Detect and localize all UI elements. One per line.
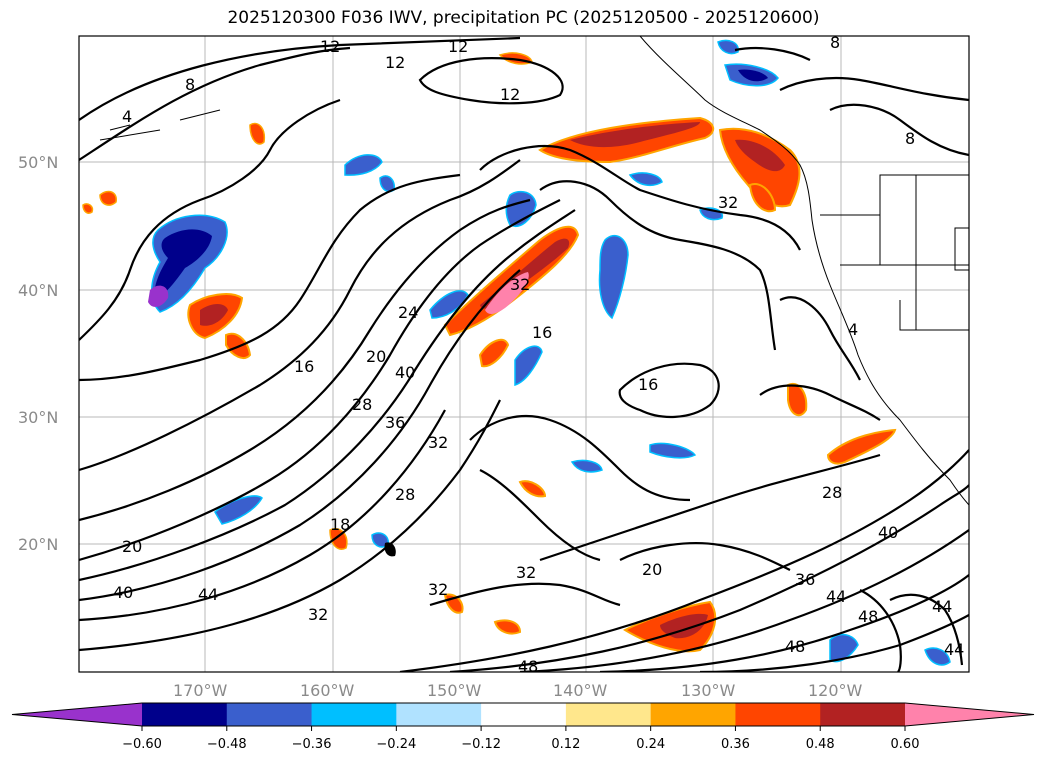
contour-label: 4 [122,107,132,126]
contour-labels: 12 12 12 8 8 4 12 8 32 32 24 20 40 16 16… [113,33,964,676]
latitude-labels: 50°N 40°N 30°N 20°N [18,153,58,554]
colorbar-segment [565,703,652,726]
contour-label: 44 [198,585,218,604]
contour-label: 8 [185,75,195,94]
lat-label-20n: 20°N [18,535,58,554]
lon-label-170w: 170°W [173,681,228,700]
colorbar-segment [396,703,482,726]
colorbar-tick-label: −0.36 [292,737,332,752]
lat-label-50n: 50°N [18,153,58,172]
contour-label: 32 [510,275,530,294]
contour-label: 40 [113,583,133,602]
colorbar-tick-label: −0.60 [122,737,162,752]
contour-label: 28 [395,485,415,504]
chart-title: 2025120300 F036 IWV, precipitation PC (2… [227,8,820,28]
contour-label: 20 [366,347,386,366]
colorbar-segment [735,703,821,726]
lon-label-120w: 120°W [808,681,863,700]
contour-label: 40 [878,523,898,542]
contour-label: 20 [642,560,662,579]
colorbar-tick-label: 0.36 [721,737,750,752]
colorbar-tick-label: 0.48 [806,737,835,752]
contour-label: 32 [308,605,328,624]
lon-label-160w: 160°W [300,681,355,700]
contour-label: 8 [905,129,915,148]
lat-label-40n: 40°N [18,281,58,300]
colorbar: −0.60 −0.48 −0.36 −0.24 −0.12 0.12 0.24 0.36 0.4… [11,702,1035,752]
contour-label: 12 [448,37,468,56]
contour-label: 40 [395,363,415,382]
colorbar-segment [820,703,906,726]
contour-label: 32 [718,193,738,212]
contour-label: 24 [398,303,418,322]
contour-label: 44 [932,597,952,616]
contour-label: 32 [516,563,536,582]
colorbar-tick-label: 0.60 [891,737,920,752]
contour-label: 16 [532,323,552,342]
colorbar-segment [311,703,397,726]
lon-label-130w: 130°W [681,681,736,700]
contour-label: 12 [500,85,520,104]
contour-label: 18 [330,515,350,534]
contour-label: 12 [385,53,405,72]
contour-label: 32 [428,433,448,452]
colorbar-segment [226,703,313,726]
colorbar-segment [481,703,567,726]
contour-label: 48 [858,607,878,626]
contour-label: 4 [848,320,858,339]
longitude-labels: 170°W 160°W 150°W 140°W 130°W 120°W [173,681,863,700]
contour-label: 16 [294,357,314,376]
contour-label: 12 [320,37,340,56]
contour-label: 44 [944,640,964,659]
contour-label: 36 [385,413,405,432]
contour-label: 44 [826,587,846,606]
colorbar-segment [650,703,736,726]
colorbar-tick-label: −0.48 [207,737,247,752]
contour-label: 8 [830,33,840,52]
map-frame [78,35,970,673]
colorbar-extend-low [12,703,142,726]
colorbar-tick-label: −0.24 [376,737,416,752]
lat-label-30n: 30°N [18,408,58,427]
grid-lines [79,36,969,672]
colorbar-extend-high [905,703,1034,726]
iwv-contours [79,36,969,672]
map-area: 12 12 12 8 8 4 12 8 32 32 24 20 40 16 16… [79,33,969,676]
lon-label-140w: 140°W [553,681,608,700]
colorbar-segment [142,703,228,726]
contour-label: 48 [785,637,805,656]
contour-label: 20 [122,537,142,556]
contour-label: 36 [795,570,815,589]
coastlines [99,36,969,506]
colorbar-tick-label: −0.12 [461,737,501,752]
contour-label: 48 [518,657,538,676]
lon-label-150w: 150°W [427,681,482,700]
contour-label: 28 [822,483,842,502]
contour-label: 28 [352,395,372,414]
contour-label: 16 [638,375,658,394]
colorbar-tick-label: 0.12 [551,737,580,752]
colorbar-tick-label: 0.24 [636,737,665,752]
contour-label: 32 [428,580,448,599]
